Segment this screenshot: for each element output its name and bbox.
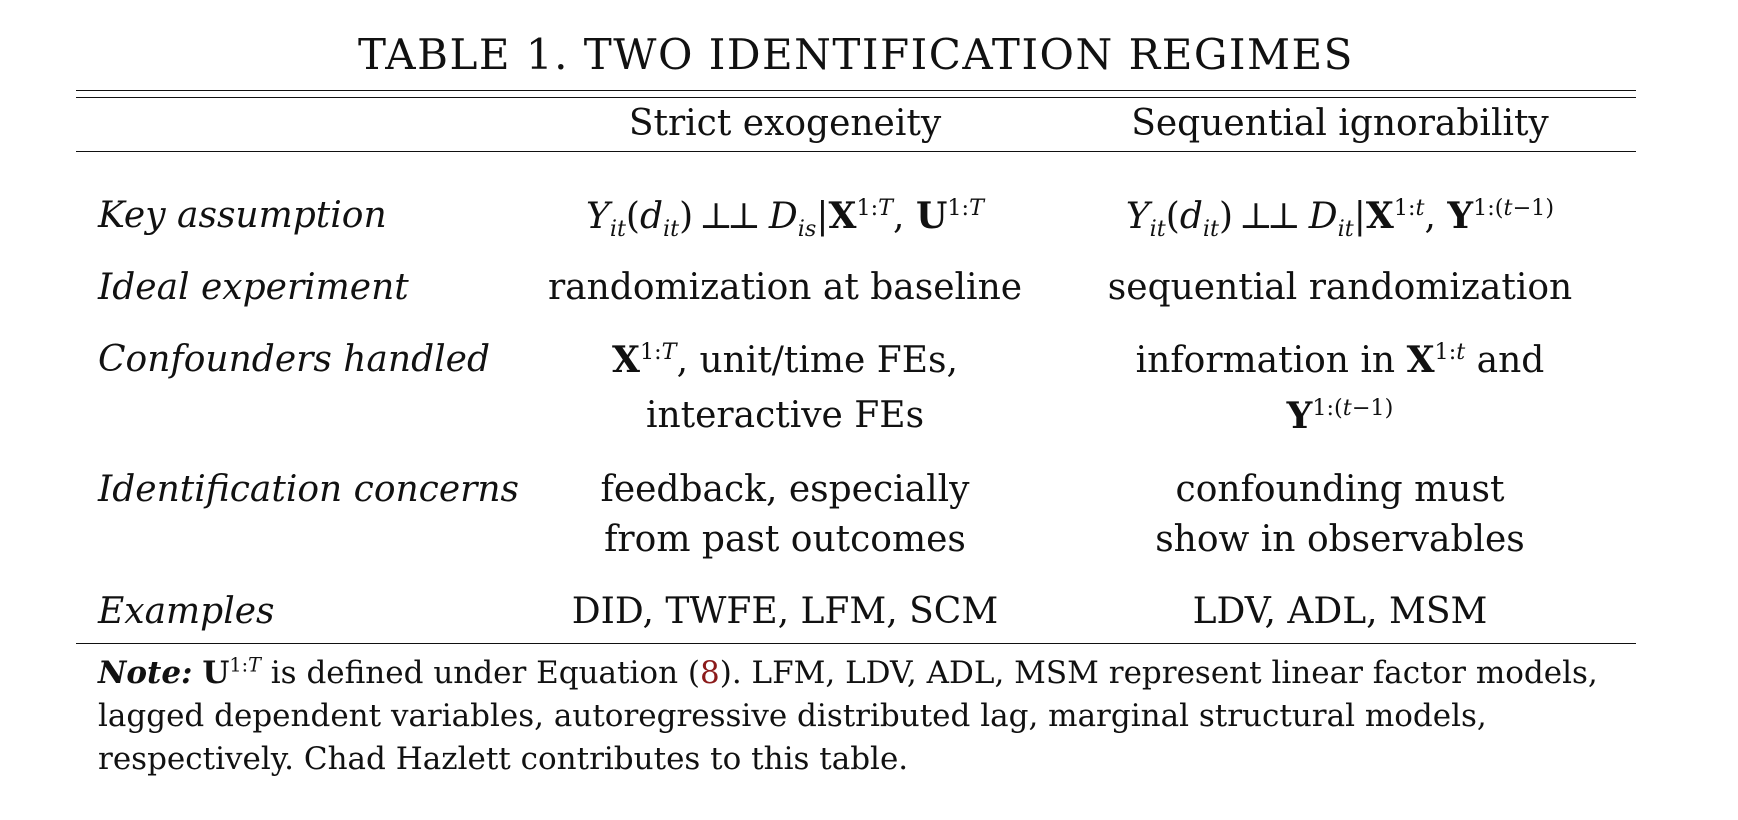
confounders-sequential-line1: information in X1:t and [1135, 339, 1545, 381]
confounders-sequential-suffix: and [1476, 340, 1545, 381]
header-rule [76, 151, 1636, 152]
note-part1: is defined under Equation ( [270, 655, 700, 691]
confounders-sequential-prefix: information in [1135, 340, 1396, 381]
table-note: Note: U1:T is defined under Equation (8)… [98, 653, 1598, 777]
column-header-strict-exogeneity: Strict exogeneity [628, 103, 942, 144]
confounders-sequential-line2: Y1:(t−1) [1286, 395, 1394, 437]
key-assumption-sequential: Yit(dit) ⊥⊥ Dit|X1:t, Y1:(t−1) [1125, 195, 1555, 243]
row-label-identification-concerns: Identification concerns [98, 469, 520, 510]
note-lead: Note: [98, 655, 193, 691]
row-label-key-assumption: Key assumption [98, 195, 387, 236]
row-label-ideal-experiment: Ideal experiment [98, 267, 409, 308]
column-header-sequential-ignorability: Sequential ignorability [1131, 103, 1549, 144]
concerns-strict-line2: from past outcomes [604, 519, 966, 560]
top-rule-1 [76, 90, 1636, 91]
row-label-examples: Examples [98, 591, 275, 632]
top-rule-2 [76, 97, 1636, 98]
concerns-sequential-line1: confounding must [1175, 469, 1505, 510]
concerns-sequential-line2: show in observables [1155, 519, 1525, 560]
note-part2: ). LFM, LDV, ADL, MSM represent linear f… [98, 655, 1598, 777]
table-title: TABLE 1. TWO IDENTIFICATION REGIMES [358, 30, 1354, 79]
row-label-confounders-handled: Confounders handled [98, 339, 490, 380]
ideal-experiment-sequential: sequential randomization [1107, 267, 1573, 308]
confounders-strict-line2: interactive FEs [645, 395, 925, 436]
equation-link[interactable]: 8 [699, 655, 720, 691]
key-assumption-strict: Yit(dit) ⊥⊥ Dis|X1:T, U1:T [586, 195, 984, 243]
confounders-strict-suffix: , unit/time FEs, [676, 340, 958, 381]
bottom-rule [76, 643, 1636, 644]
concerns-strict-line1: feedback, especially [600, 469, 970, 510]
ideal-experiment-strict: randomization at baseline [547, 267, 1023, 308]
examples-sequential: LDV, ADL, MSM [1192, 591, 1488, 632]
examples-strict: DID, TWFE, LFM, SCM [571, 591, 999, 632]
confounders-strict-line1: X1:T, unit/time FEs, [612, 339, 958, 381]
